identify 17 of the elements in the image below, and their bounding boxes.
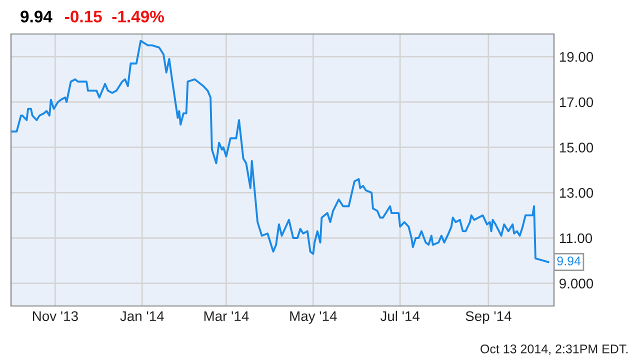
y-tick-label: 19.00 — [560, 52, 594, 62]
x-tick-label: Nov '13 — [32, 311, 78, 322]
y-tick-label: 17.00 — [560, 97, 594, 108]
y-tick-label: 13.00 — [560, 188, 594, 198]
x-tick-label: May '14 — [290, 311, 337, 324]
chart-subtitle: -0.15 -1.49% — [65, 10, 164, 22]
y-tick-label: 9.000 — [560, 278, 594, 289]
annotation: 9.94 — [557, 256, 581, 266]
x-tick-label: Jan '14 — [120, 311, 164, 322]
y-tick-label: 11.00 — [560, 233, 592, 244]
x-tick-label: Sep '14 — [466, 311, 512, 324]
x-tick-label: Jul '14 — [380, 310, 420, 322]
text: Oct 13 2014, 2:31PM EDT. — [480, 344, 628, 355]
chart-title: 9.94 — [20, 10, 52, 22]
x-tick-label: Mar '14 — [204, 311, 249, 322]
y-tick-label: 15.00 — [560, 142, 594, 153]
line-series — [11, 40, 550, 263]
